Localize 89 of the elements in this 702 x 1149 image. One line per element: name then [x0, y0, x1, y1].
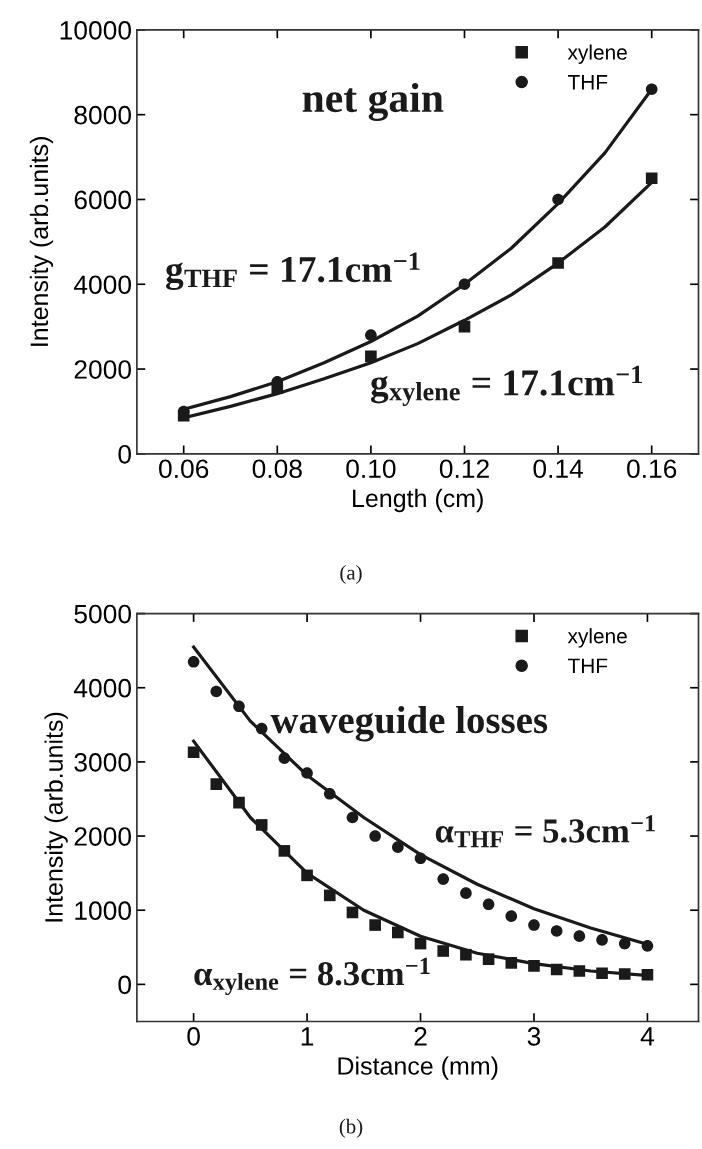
point [346, 906, 359, 919]
point [301, 869, 313, 882]
point [187, 655, 200, 668]
point [233, 796, 245, 809]
x-axis-title: Distance (mm) [338, 1056, 498, 1080]
point [255, 819, 268, 831]
x-axis-title: Length (cm) [353, 488, 483, 513]
annotation: α$_{THF}$ = 5.3cm$^{−1}$ [435, 815, 655, 848]
y-tick-label: 2000 [74, 360, 131, 379]
point [505, 910, 518, 922]
y-axis-title: Intensity (arb.units) [29, 137, 54, 346]
point [458, 278, 471, 291]
point [505, 957, 518, 969]
point [528, 960, 540, 972]
point [645, 172, 658, 185]
y-tick-label: 3000 [74, 753, 131, 772]
legend-label: THF [568, 75, 608, 90]
y-tick-label: 4000 [73, 275, 131, 295]
x-tick-label: 3 [527, 1027, 541, 1046]
point [414, 852, 427, 865]
x-tick-label: 0.08 [252, 459, 302, 479]
point [460, 948, 472, 961]
x-tick-label: 4 [640, 1027, 654, 1046]
point [618, 968, 631, 980]
text: (b) [339, 1118, 363, 1138]
point [596, 967, 608, 980]
point [392, 841, 404, 853]
point [528, 919, 540, 931]
x-tick-label: 0.16 [627, 459, 677, 479]
x-tick-label: 2 [414, 1027, 427, 1046]
point [323, 889, 336, 902]
legend-label: THF [568, 658, 608, 674]
y-tick-label: 1000 [75, 901, 131, 921]
point [573, 965, 586, 977]
text: (a) [340, 565, 362, 584]
point [414, 937, 427, 950]
point [437, 873, 450, 885]
point [618, 937, 631, 950]
point [482, 953, 495, 965]
point [596, 934, 608, 946]
point [278, 752, 291, 764]
annotation: g$_{THF}$ = 17.1cm$^{−1}$ [165, 252, 420, 291]
x-tick-label: 0.06 [159, 459, 209, 479]
point [365, 350, 377, 363]
x-tick-label: 0 [187, 1027, 200, 1046]
x-tick-label: 0.14 [533, 459, 583, 479]
point [187, 746, 200, 759]
point [437, 945, 450, 957]
point [645, 83, 658, 96]
point [369, 830, 381, 842]
point [641, 940, 654, 952]
y-tick-label: 6000 [74, 190, 131, 210]
annotation: net gain [302, 82, 444, 122]
point [392, 926, 404, 939]
y-axis-title: Intensity (arb.units) [44, 712, 68, 922]
point [255, 722, 268, 735]
point [365, 329, 377, 341]
annotation: waveguide losses [270, 705, 548, 742]
point [482, 898, 495, 911]
point [210, 685, 223, 698]
y-tick-label: 8000 [74, 105, 131, 125]
point [369, 919, 381, 931]
point [301, 767, 313, 779]
point [573, 930, 586, 942]
point [346, 811, 359, 824]
y-tick-label: 5000 [74, 604, 131, 624]
legend-label: xylene [567, 44, 627, 64]
x-tick-label: 0.12 [439, 459, 489, 479]
point [210, 778, 223, 790]
point [233, 700, 245, 713]
x-tick-label: 0.10 [346, 459, 396, 479]
point [641, 968, 654, 981]
point [552, 193, 564, 206]
point [550, 963, 563, 976]
y-tick-label: 4000 [73, 678, 131, 698]
annotation: g$_{xylene}$ = 17.1cm$^{−1}$ [370, 365, 642, 406]
y-tick-label: 0 [118, 444, 131, 464]
point [460, 887, 472, 899]
point [550, 925, 563, 937]
y-tick-label: 0 [118, 975, 131, 995]
y-tick-label: 10000 [60, 21, 131, 40]
point [278, 845, 291, 857]
point [323, 787, 336, 800]
point [458, 320, 471, 333]
annotation: α$_{xylene}$ = 8.3cm$^{−1}$ [194, 957, 430, 996]
legend-label: xylene [567, 628, 627, 648]
y-tick-label: 2000 [74, 827, 131, 846]
point [552, 257, 564, 269]
x-tick-label: 1 [301, 1027, 314, 1046]
